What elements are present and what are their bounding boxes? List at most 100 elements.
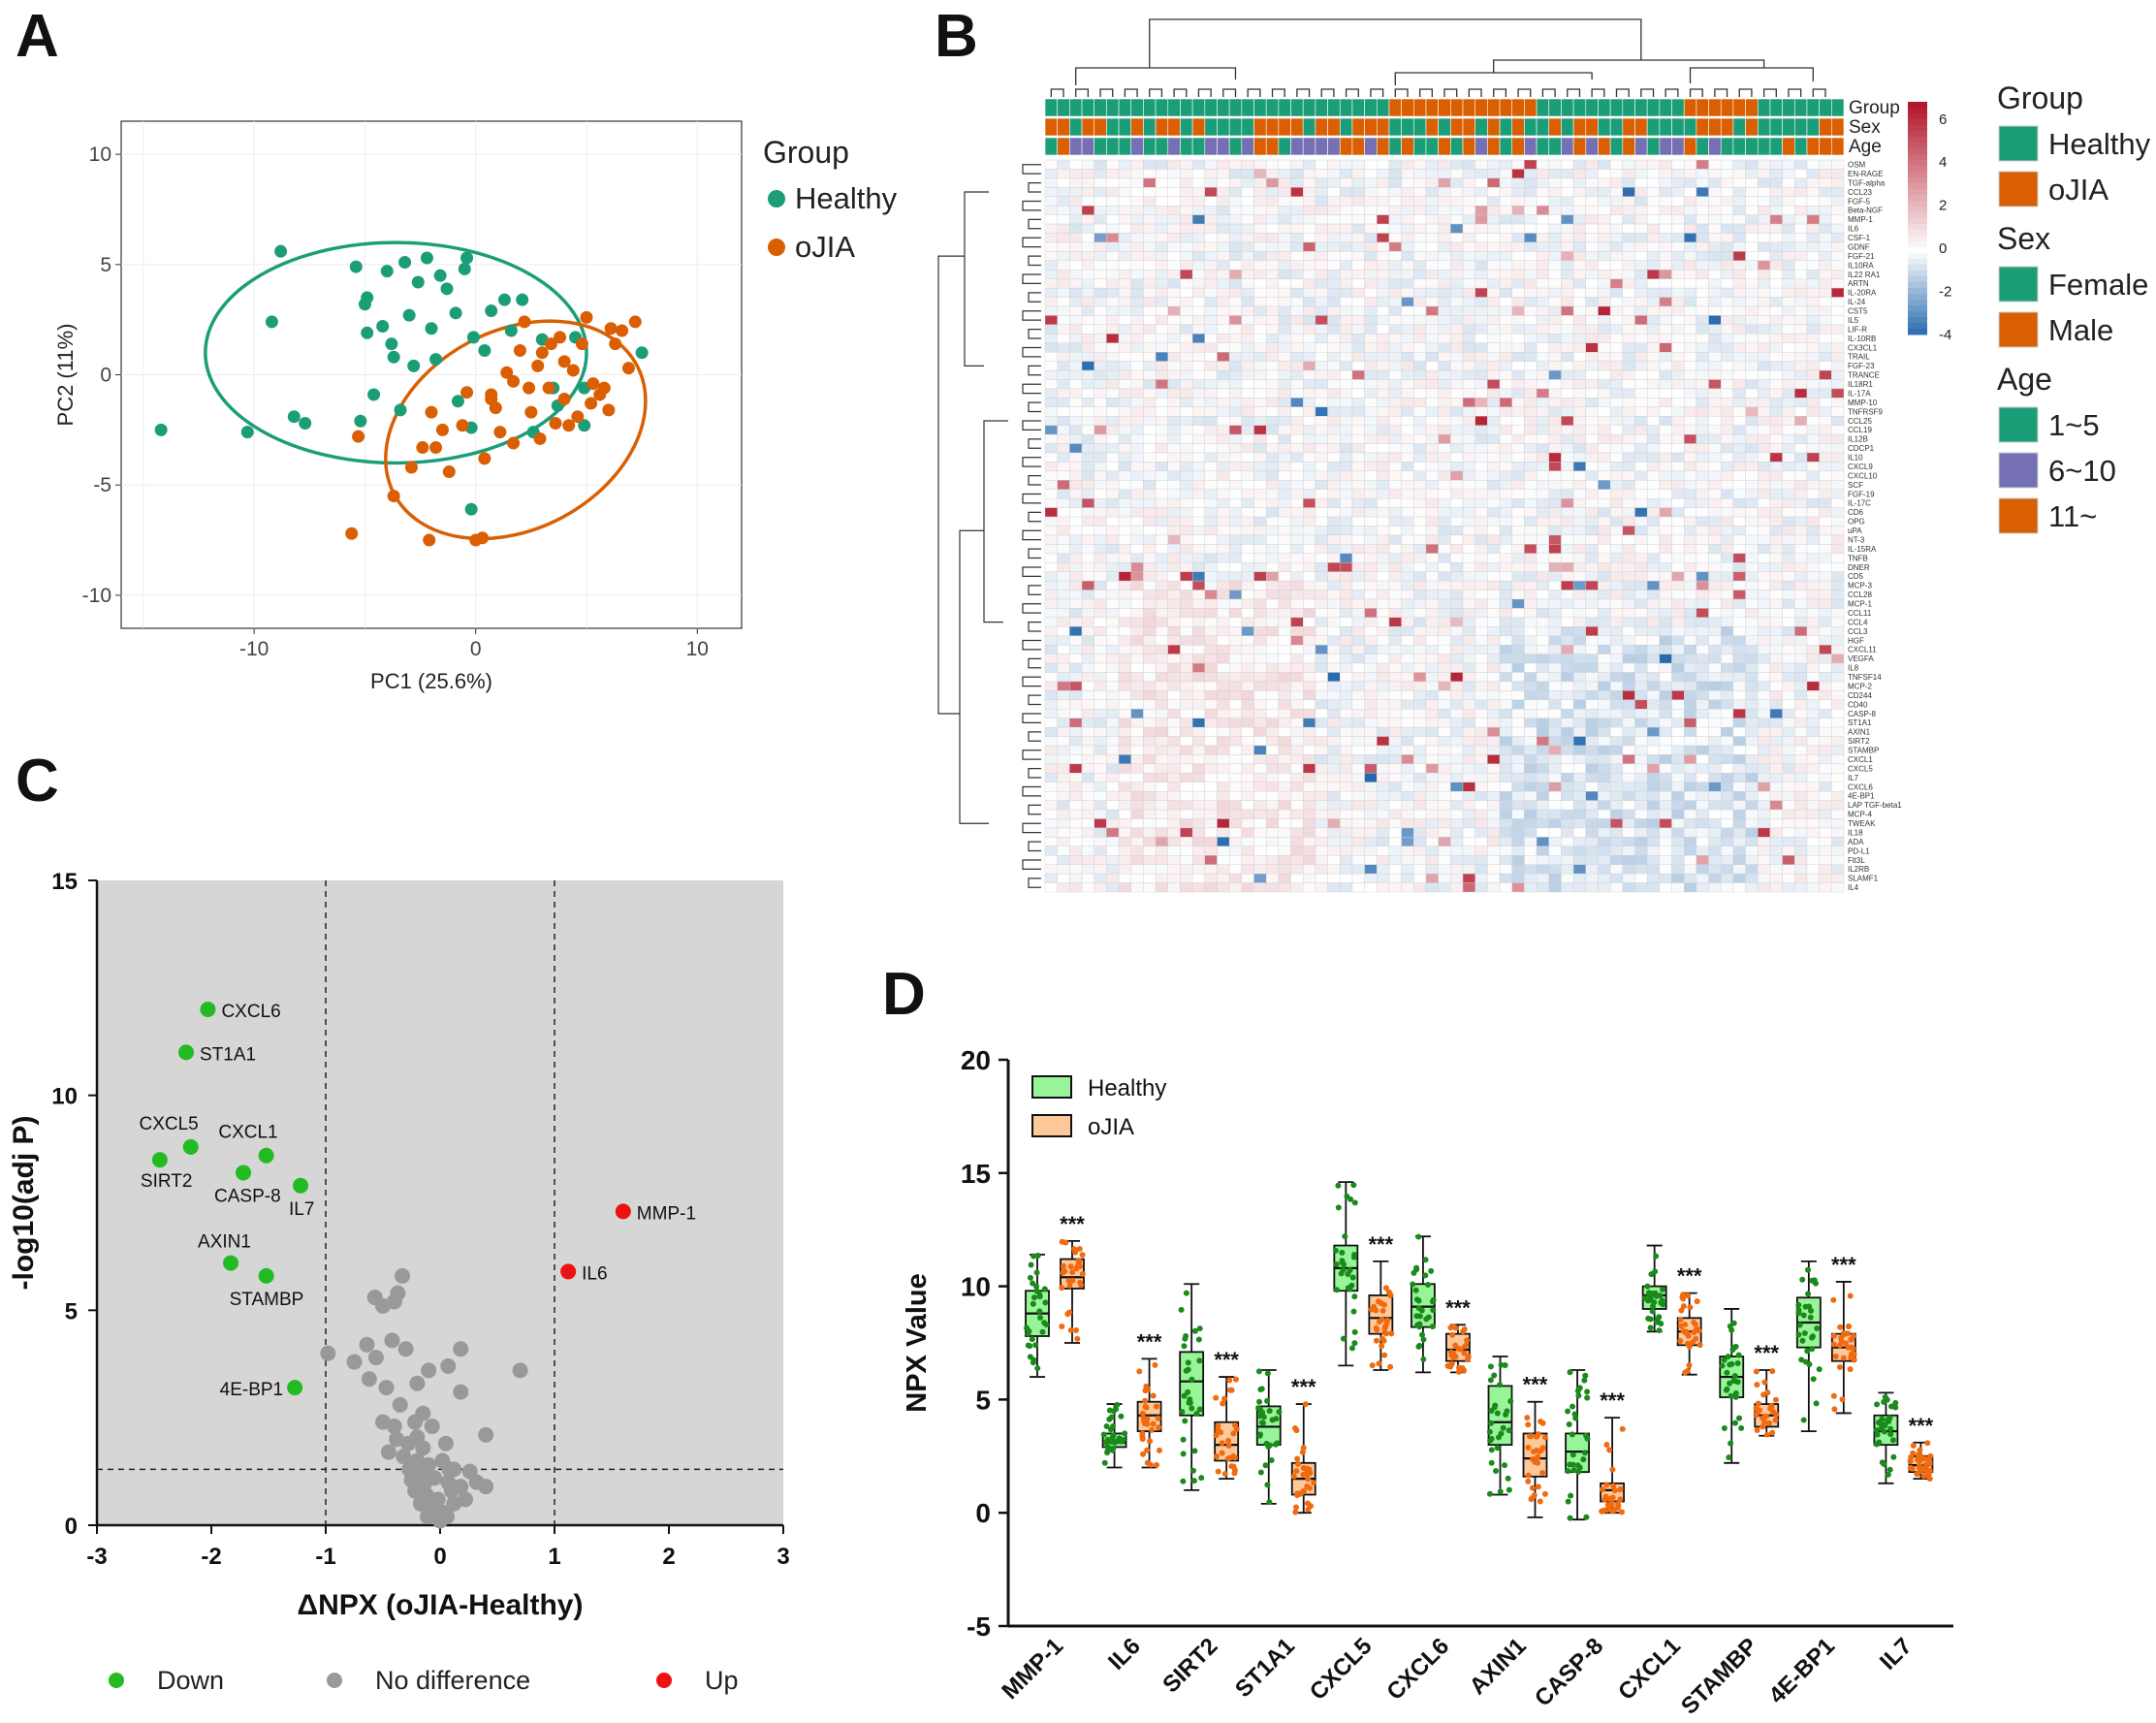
annotation-cell xyxy=(1265,117,1280,137)
heatmap-cell xyxy=(1290,297,1304,307)
heatmap-cell xyxy=(1303,800,1316,811)
heatmap-cell xyxy=(1684,580,1697,590)
heatmap-cell xyxy=(1204,672,1218,683)
heatmap-cell xyxy=(1351,644,1365,654)
heatmap-cell xyxy=(1524,369,1538,380)
annotation-cell xyxy=(1217,98,1230,117)
heatmap-cell xyxy=(1622,681,1635,691)
heatmap-cell xyxy=(1315,462,1328,472)
heatmap-cell xyxy=(1609,662,1624,673)
heatmap-cell xyxy=(1327,177,1341,188)
heatmap-cell xyxy=(1290,251,1304,262)
heatmap-cell xyxy=(1253,662,1267,673)
heatmap-cell xyxy=(1377,690,1390,701)
heatmap-cell xyxy=(1351,187,1365,197)
heatmap-cell xyxy=(1732,553,1746,563)
heatmap-cell xyxy=(1572,626,1586,636)
heatmap-cell xyxy=(1794,709,1808,718)
heatmap-cell xyxy=(1585,342,1599,353)
heatmap-cell xyxy=(1622,251,1635,262)
heatmap-cell xyxy=(1388,379,1402,390)
heatmap-cell xyxy=(1413,452,1427,463)
heatmap-cell xyxy=(1155,305,1168,316)
heatmap-cell xyxy=(1696,425,1709,435)
heatmap-cell xyxy=(1377,681,1390,691)
heatmap-cell xyxy=(1217,187,1230,197)
heatmap-cell xyxy=(1106,681,1120,691)
heatmap-cell xyxy=(1364,233,1378,243)
heatmap-cell xyxy=(1401,342,1414,353)
heatmap-cell xyxy=(1671,654,1685,664)
heatmap-cell xyxy=(1241,406,1254,417)
heatmap-cell xyxy=(1057,626,1070,636)
annotation-label: Age xyxy=(1849,137,1882,157)
heatmap-cell xyxy=(1377,790,1390,801)
heatmap-cell xyxy=(1290,516,1304,526)
heatmap-cell xyxy=(1671,470,1685,481)
heatmap-cell xyxy=(1265,398,1280,408)
heatmap-cell xyxy=(1782,672,1795,683)
heatmap-cell xyxy=(1536,635,1549,646)
heatmap-cell xyxy=(1561,800,1574,811)
row-label: CXCL10 xyxy=(1848,471,1878,480)
heatmap-cell xyxy=(1721,507,1734,518)
heatmap-cell xyxy=(1708,433,1722,444)
heatmap-cell xyxy=(1143,379,1157,390)
heatmap-cell xyxy=(1081,233,1094,243)
heatmap-cell xyxy=(1069,169,1083,179)
heatmap-cell xyxy=(1081,516,1094,526)
heatmap-cell xyxy=(1377,305,1390,316)
heatmap-cell xyxy=(1377,297,1390,307)
heatmap-cell xyxy=(1806,452,1820,463)
heatmap-cell xyxy=(1081,278,1094,289)
heatmap-cell xyxy=(1831,315,1845,326)
annotation-cell xyxy=(1130,98,1144,117)
heatmap-cell xyxy=(1450,379,1464,390)
heatmap-cell xyxy=(1462,590,1475,600)
heatmap-cell xyxy=(1794,790,1808,801)
heatmap-cell xyxy=(1290,800,1304,811)
heatmap-cell xyxy=(1155,736,1168,747)
heatmap-cell xyxy=(1684,388,1697,399)
heatmap-cell xyxy=(1377,754,1390,765)
heatmap-cell xyxy=(1732,480,1746,490)
heatmap-cell xyxy=(1413,187,1427,197)
heatmap-cell xyxy=(1167,699,1181,710)
heatmap-cell xyxy=(1167,315,1181,326)
heatmap-cell xyxy=(1290,342,1304,353)
heatmap-cell xyxy=(1782,690,1795,701)
heatmap-cell xyxy=(1044,726,1058,737)
heatmap-cell xyxy=(1191,342,1206,353)
heatmap-cell xyxy=(1696,644,1709,654)
heatmap-cell xyxy=(1388,251,1402,262)
heatmap-cell xyxy=(1377,324,1390,335)
row-label: SCF xyxy=(1848,481,1863,490)
heatmap-cell xyxy=(1401,297,1414,307)
heatmap-cell xyxy=(1511,754,1525,765)
heatmap-cell xyxy=(1327,351,1341,362)
heatmap-cell xyxy=(1831,782,1845,792)
heatmap-cell xyxy=(1327,425,1341,435)
heatmap-cell xyxy=(1487,223,1501,234)
heatmap-cell xyxy=(1511,526,1525,536)
heatmap-cell xyxy=(1057,361,1070,371)
heatmap-cell xyxy=(1351,433,1365,444)
heatmap-cell xyxy=(1769,726,1783,737)
heatmap-cell xyxy=(1474,644,1488,654)
heatmap-cell xyxy=(1044,598,1058,609)
heatmap-cell xyxy=(1401,590,1414,600)
heatmap-cell xyxy=(1684,251,1697,262)
heatmap-cell xyxy=(1204,736,1218,747)
heatmap-cell xyxy=(1094,553,1107,563)
heatmap-cell xyxy=(1265,196,1280,207)
heatmap-cell xyxy=(1684,452,1697,463)
heatmap-cell xyxy=(1474,379,1488,390)
heatmap-cell xyxy=(1758,470,1771,481)
heatmap-cell xyxy=(1769,260,1783,271)
heatmap-cell xyxy=(1622,626,1635,636)
heatmap-cell xyxy=(1450,608,1464,619)
heatmap-cell xyxy=(1499,662,1512,673)
heatmap-cell xyxy=(1499,223,1512,234)
heatmap-cell xyxy=(1721,159,1734,170)
heatmap-cell xyxy=(1303,763,1316,774)
